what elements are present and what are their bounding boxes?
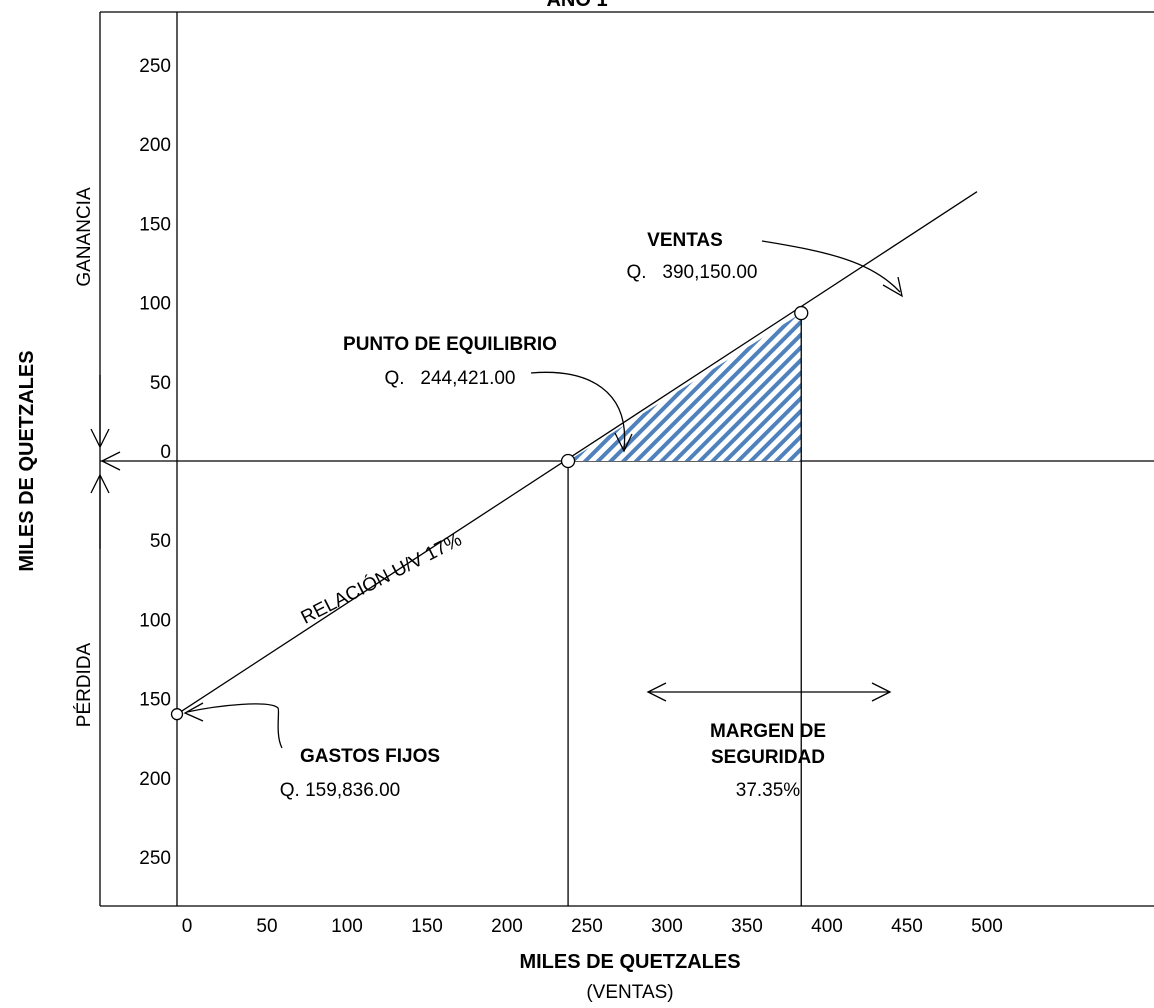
x-tick-label: 400 [811,916,843,937]
y-tick-label: 100 [139,610,171,631]
sales-callout-arrow [761,240,903,298]
x-tick-label: 500 [971,916,1003,937]
series-line-relation [176,191,978,715]
x-tick-label: 0 [182,916,193,937]
x-tick-label: 350 [731,916,763,937]
x-tick-label: 150 [411,916,443,937]
y-tick-label: 200 [139,135,171,156]
sales-value: Q. 390,150.00 [627,262,758,283]
x-tick-label: 300 [651,916,683,937]
y-tick-label: 50 [150,373,171,394]
margin-double-arrow [646,682,892,702]
margin-title-1: MARGEN DE [710,721,826,742]
relation-line-label: RELACIÓN U/V 17% [297,529,465,629]
x-tick-label: 100 [331,916,363,937]
equilibrium-value: Q. 244,421.00 [385,368,516,389]
fixed-costs-point [170,708,184,721]
fixed-costs-value: Q. 159,836.00 [280,780,400,801]
sales-point [794,305,809,321]
chart-title: AÑO 1 [546,0,607,11]
gain-label: GANANCIA [74,187,95,287]
y-tick-label: 250 [139,848,171,869]
y-tick-label: 150 [139,690,171,711]
y-tick-label: 0 [160,442,171,463]
y-tick-label: 250 [139,56,171,77]
equilibrium-callout-arrow [530,371,633,453]
loss-label: PÉRDIDA [74,642,95,727]
x-axis-subtitle: (VENTAS) [586,982,673,1003]
margin-value: 37.35% [736,780,801,801]
sales-title: VENTAS [647,230,723,251]
y-tick-label: 200 [139,769,171,790]
x-tick-label: 450 [891,916,923,937]
y-tick-label: 150 [139,214,171,235]
margin-title-2: SEGURIDAD [711,747,825,768]
fixed-costs-title: GASTOS FIJOS [300,746,440,767]
x-tick-labels: 0 50 100 150 200 250 300 350 400 450 500 [182,916,1003,937]
y-axis-title: MILES DE QUETZALES [16,350,38,571]
x-tick-label: 200 [491,916,523,937]
y-tick-label: 50 [150,531,171,552]
x-tick-label: 50 [256,916,277,937]
x-axis-title: MILES DE QUETZALES [519,951,740,973]
y-tick-labels: 250 200 150 100 50 0 50 100 150 200 250 [139,56,171,869]
zero-arrow-head [100,451,121,471]
x-tick-label: 250 [571,916,603,937]
y-tick-label: 100 [139,294,171,315]
safety-margin-area [568,313,802,461]
equilibrium-point [560,453,576,469]
fixed-costs-callout-arrow [183,702,283,749]
loss-arrow [90,473,110,549]
equilibrium-title: PUNTO DE EQUILIBRIO [343,334,557,355]
gain-arrow [90,375,110,449]
